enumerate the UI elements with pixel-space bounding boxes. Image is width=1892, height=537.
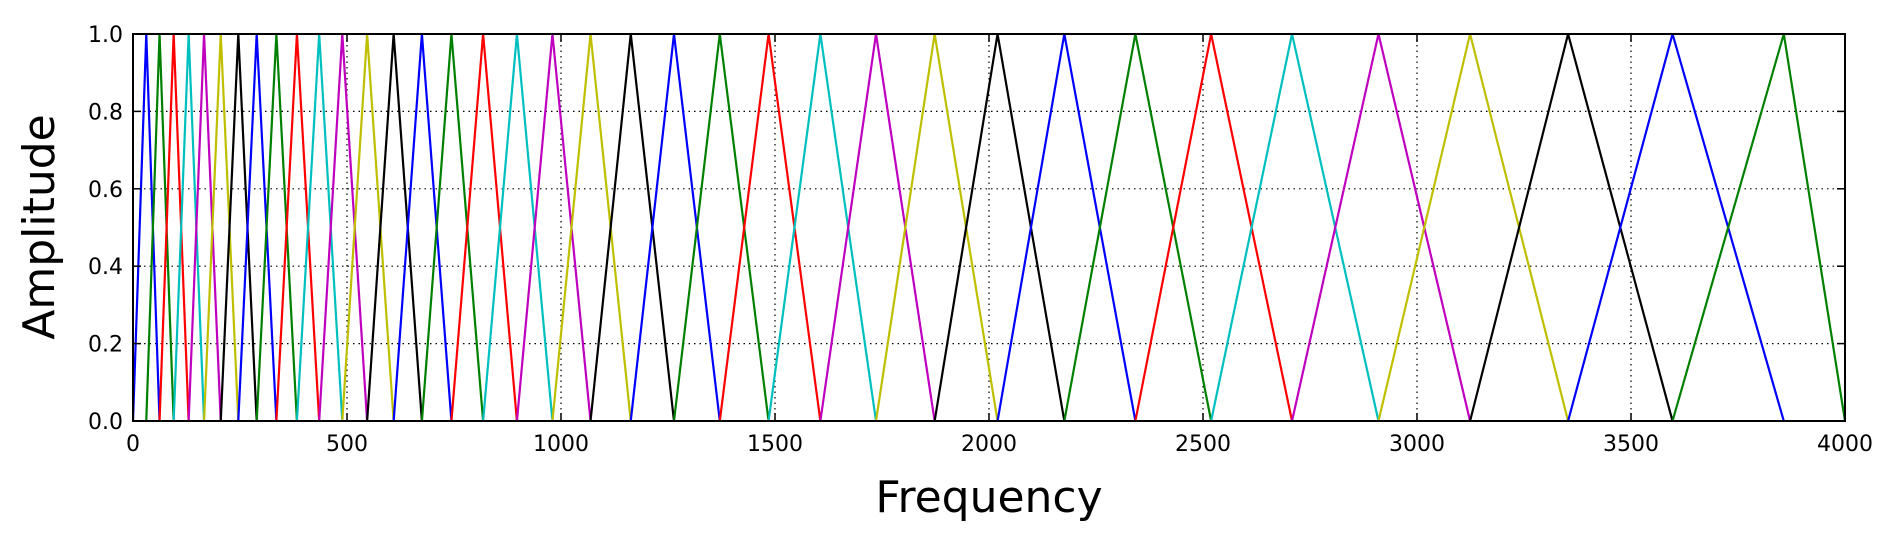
filter-triangle-16 [420,34,485,421]
x-axis-label: Frequency [875,472,1102,523]
y-tick-label: 0.0 [88,410,123,435]
filter-triangle-5 [187,34,222,421]
grid-lines [133,34,1845,421]
filter-triangle-27 [874,34,999,421]
x-tick-label: 500 [326,432,368,457]
filter-triangle-25 [767,34,878,421]
y-tick-label: 0.4 [88,255,123,280]
y-tick-label: 0.8 [88,100,123,125]
filter-triangle-7 [219,34,258,421]
y-tick-label: 0.6 [88,178,123,203]
filter-triangle-18 [482,34,554,421]
x-tick-label: 3000 [1389,432,1445,457]
filter-triangle-21 [589,34,676,421]
filter-triangle-36 [1567,34,1785,421]
filter-triangle-17 [450,34,519,421]
filter-triangle-3 [158,34,190,421]
filter-triangle-31 [1134,34,1294,421]
filter-triangle-11 [295,34,344,421]
x-tick-label: 0 [126,432,140,457]
filter-triangle-23 [672,34,770,421]
x-tick-label: 2500 [1175,432,1231,457]
filter-triangle-4 [172,34,206,421]
filter-triangle-28 [933,34,1066,421]
filter-triangle-19 [515,34,592,421]
filter-series [133,34,1845,421]
x-tick-label: 4000 [1817,432,1873,457]
filter-triangle-26 [819,34,936,421]
filter-triangle-9 [255,34,299,421]
x-tick-label: 3500 [1603,432,1659,457]
filter-triangle-15 [392,34,453,421]
filter-triangle-12 [318,34,369,421]
axis-ticks: 0 500 1000 1500 2000 2500 3000 3500 4000 0.0 0.2 0.… [88,23,1873,457]
filter-triangle-32 [1210,34,1380,421]
y-axis-label: Amplitude [14,114,65,339]
x-tick-label: 1500 [747,432,803,457]
filter-triangle-29 [996,34,1137,421]
filter-triangle-37 [1671,34,1845,421]
filter-triangle-10 [275,34,321,421]
y-tick-label: 0.2 [88,333,123,358]
filter-triangle-8 [237,34,278,421]
filter-triangle-2 [145,34,175,421]
filter-triangle-6 [202,34,240,421]
filter-triangle-14 [366,34,423,421]
filter-triangle-13 [341,34,395,421]
filter-triangle-35 [1469,34,1674,421]
filter-triangle-20 [551,34,632,421]
y-tick-label: 1.0 [88,23,123,48]
filter-triangle-33 [1290,34,1472,421]
filter-triangle-24 [718,34,822,421]
x-tick-label: 2000 [961,432,1017,457]
filter-triangle-30 [1063,34,1213,421]
x-tick-label: 1000 [533,432,589,457]
filter-triangle-22 [629,34,721,421]
filter-triangle-34 [1377,34,1570,421]
filter-triangle-1 [133,34,161,421]
